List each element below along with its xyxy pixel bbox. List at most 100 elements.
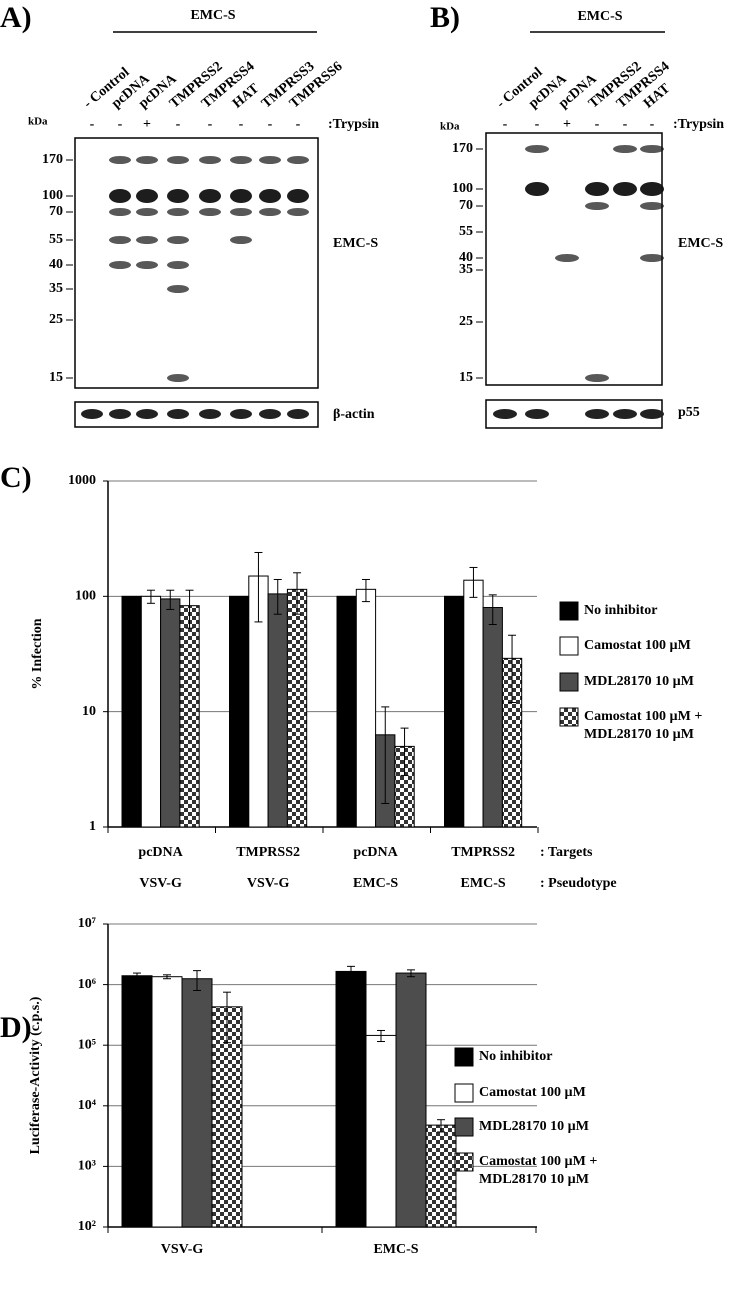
band [493, 409, 517, 419]
bar [336, 595, 357, 828]
x-tick-label: VSV-G [161, 1242, 204, 1257]
y-axis-title: Luciferase-Activity (c.p.s.) [28, 996, 43, 1154]
x-tick-label: TMPRSS2 [236, 845, 300, 860]
bar [181, 978, 213, 1228]
loading-label: β-actin [333, 407, 375, 422]
band [81, 409, 103, 419]
marker-label: 55 [459, 224, 473, 239]
x-tick-label: EMC-S [461, 876, 506, 891]
kda-label: kDa [28, 116, 48, 128]
band [109, 189, 131, 203]
marker-label: 35 [49, 281, 63, 296]
legend-swatch [559, 636, 579, 656]
band [109, 261, 131, 269]
x-tick-label: EMC-S [353, 876, 398, 891]
bar [267, 593, 288, 828]
band [167, 285, 189, 293]
kda-label: kDa [440, 121, 460, 133]
band [136, 261, 158, 269]
marker-label: 70 [49, 204, 63, 219]
trypsin-sign: - [503, 117, 508, 132]
trypsin-sign: - [90, 117, 95, 132]
x-tick-label: TMPRSS2 [451, 845, 515, 860]
band [136, 236, 158, 244]
band [287, 156, 309, 164]
marker-label: 55 [49, 232, 63, 247]
marker-label: 15 [459, 370, 473, 385]
y-tick-label: 100 [75, 589, 96, 604]
band [109, 236, 131, 244]
bar [121, 595, 142, 828]
marker-label: 170 [452, 141, 473, 156]
bar [179, 605, 200, 828]
trypsin-sign: - [208, 117, 213, 132]
y-tick-label: 10³ [78, 1159, 96, 1174]
band [167, 208, 189, 216]
band [230, 156, 252, 164]
x-tick-label: VSV-G [139, 876, 182, 891]
panel-label: A) [0, 1, 32, 34]
trypsin-sign: + [563, 117, 571, 132]
bar [395, 972, 427, 1228]
y-tick-label: 10⁷ [78, 916, 96, 931]
marker-label: 35 [459, 262, 473, 277]
band [136, 208, 158, 216]
trypsin-sign: - [268, 117, 273, 132]
blot-label: EMC-S [678, 236, 723, 251]
band [259, 208, 281, 216]
legend-label: MDL28170 10 µM [584, 674, 694, 689]
y-tick-label: 1 [89, 819, 96, 834]
band [640, 145, 664, 153]
band [230, 409, 252, 419]
band [230, 208, 252, 216]
legend-label: Camostat 100 µM [479, 1085, 586, 1100]
band [199, 189, 221, 203]
band [230, 236, 252, 244]
band [167, 409, 189, 419]
bar [151, 976, 183, 1228]
legend-label: No inhibitor [584, 603, 658, 618]
band [259, 189, 281, 203]
band [199, 156, 221, 164]
band [136, 156, 158, 164]
band [167, 156, 189, 164]
trypsin-sign: - [296, 117, 301, 132]
loading-label: p55 [678, 405, 700, 420]
band [287, 409, 309, 419]
y-axis-title: % Infection [30, 618, 45, 689]
x-row-title: : Targets [540, 845, 593, 860]
band [199, 208, 221, 216]
bar [355, 588, 377, 828]
bar [121, 975, 153, 1228]
trypsin-sign: - [118, 117, 123, 132]
band [585, 202, 609, 210]
trypsin-sign: + [143, 117, 151, 132]
marker-label: 15 [49, 370, 63, 385]
y-tick-label: 10 [82, 704, 96, 719]
band [259, 409, 281, 419]
band [167, 189, 189, 203]
bar [365, 1034, 397, 1228]
bar [425, 1124, 457, 1228]
legend-swatch [559, 707, 579, 727]
band [167, 236, 189, 244]
y-tick-label: 10² [78, 1219, 96, 1234]
band [287, 189, 309, 203]
trypsin-sign: - [239, 117, 244, 132]
panel-label: B) [430, 1, 460, 34]
group-label: EMC-S [190, 8, 235, 23]
y-tick-label: 1000 [68, 473, 96, 488]
y-tick-label: 10⁵ [78, 1037, 96, 1052]
legend-label: Camostat 100 µM + MDL28170 10 µM [479, 1154, 601, 1187]
bar [444, 595, 465, 828]
panel-label: C) [0, 461, 32, 494]
band [525, 409, 549, 419]
band [525, 145, 549, 153]
band [585, 182, 609, 196]
trypsin-label: :Trypsin [328, 117, 379, 132]
legend-label: MDL28170 10 µM [479, 1119, 589, 1134]
band [613, 409, 637, 419]
band [640, 202, 664, 210]
y-tick-label: 10⁶ [78, 977, 96, 992]
